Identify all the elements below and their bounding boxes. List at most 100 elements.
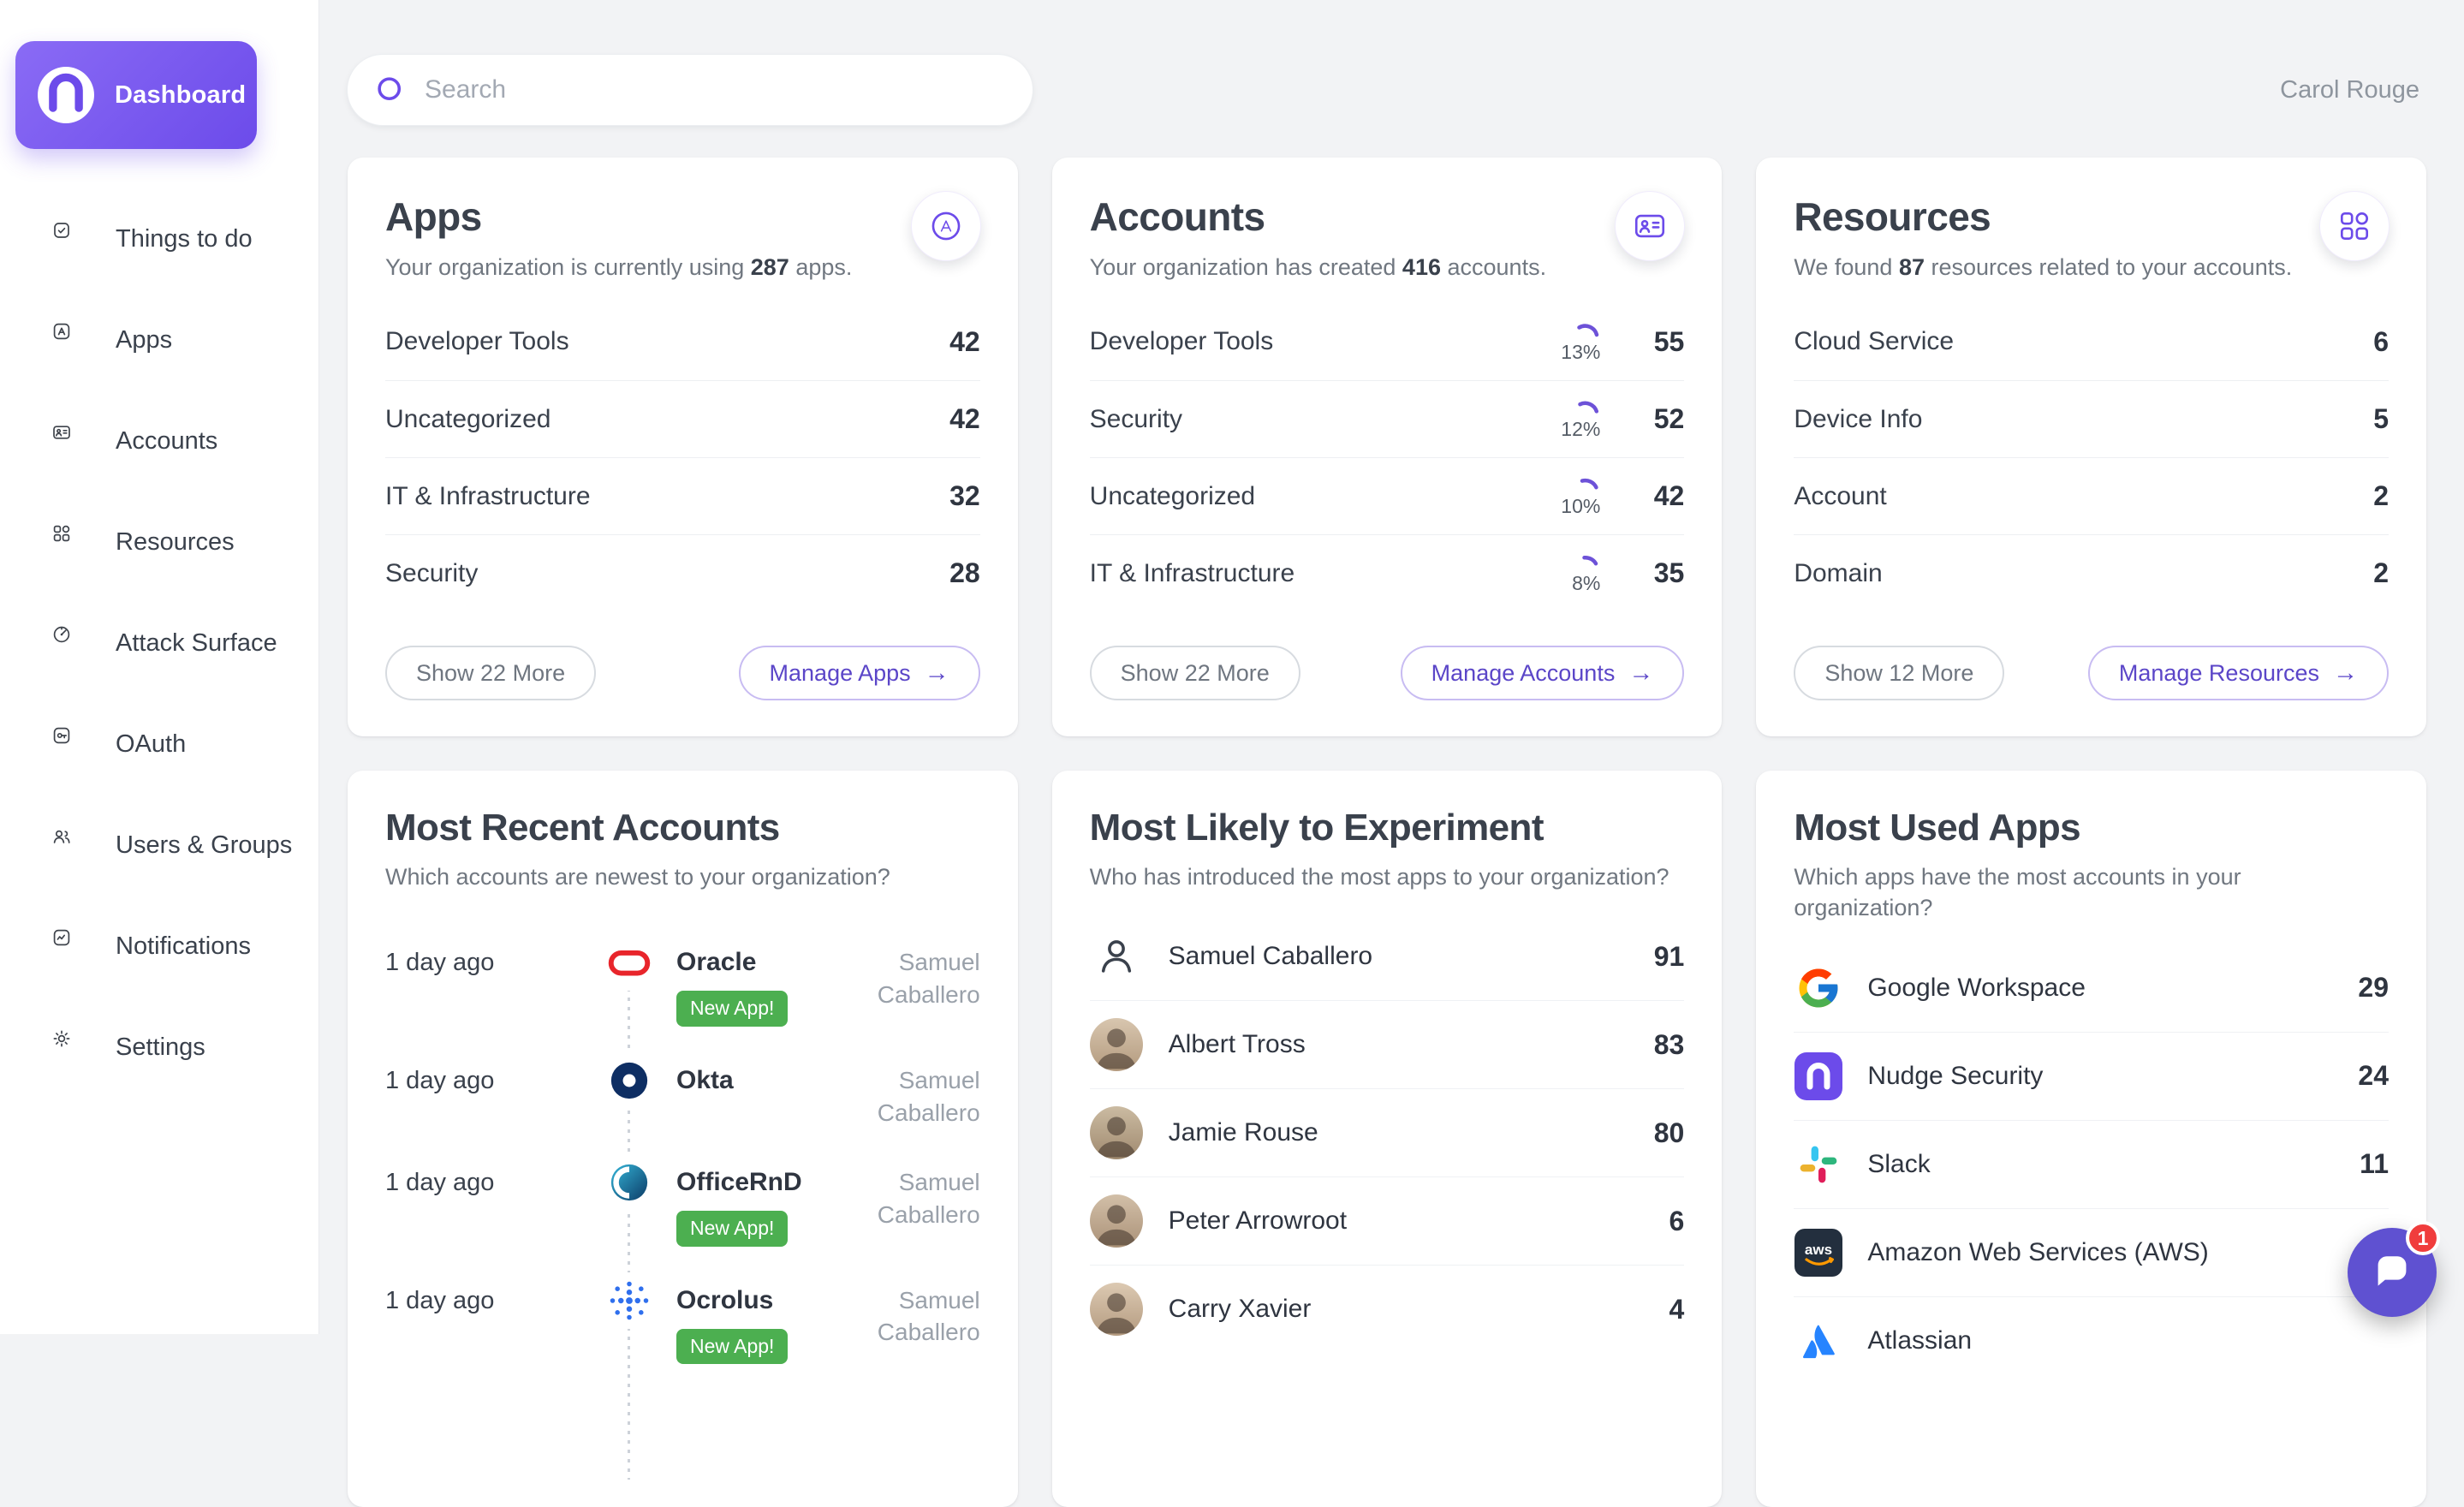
- search-input[interactable]: [425, 75, 1007, 104]
- card-title: Most Likely to Experiment: [1090, 807, 1685, 849]
- percent-arc: 13%: [1561, 322, 1600, 362]
- percent-arc: 8%: [1571, 553, 1600, 593]
- account-user: Samuel Caballero: [818, 934, 980, 1011]
- nudge-logo-icon: [1794, 1051, 1843, 1101]
- app-row[interactable]: Slack 11: [1794, 1120, 2389, 1208]
- apps-category-list: Developer Tools 42 Uncategorized 42 IT &…: [385, 303, 980, 611]
- app-store-icon: [928, 208, 964, 244]
- chat-unread-badge: 1: [2406, 1221, 2440, 1255]
- sidebar-item-label: Apps: [116, 326, 172, 354]
- recent-account-row[interactable]: 1 day ago Okta Samuel Caballero: [385, 1039, 980, 1142]
- percent-arc: 10%: [1561, 476, 1600, 516]
- sidebar-item-accounts[interactable]: Accounts: [0, 390, 318, 491]
- grid-icon: [51, 523, 90, 562]
- recent-account-row[interactable]: 1 day ago OfficeRnD New App! Samuel Caba…: [385, 1141, 980, 1259]
- resources-card: Resources We found 87 resources related …: [1756, 158, 2426, 736]
- manage-resources-button[interactable]: Manage Resources →: [2088, 646, 2389, 700]
- percent-arc: 12%: [1561, 399, 1600, 439]
- app-store-icon: [51, 321, 90, 360]
- sidebar-item-label: Notifications: [116, 932, 251, 961]
- category-row[interactable]: Cloud Service 6: [1794, 303, 2389, 380]
- sidebar-item-resources[interactable]: Resources: [0, 491, 318, 593]
- app-row[interactable]: Google Workspace 29: [1794, 944, 2389, 1032]
- recent-accounts-timeline: 1 day ago Oracle New App! Samuel Caballe…: [385, 921, 980, 1376]
- apps-card-icon-badge: [912, 192, 980, 260]
- chat-bubble-icon: [2371, 1251, 2413, 1294]
- svg-text:aws: aws: [1805, 1242, 1832, 1258]
- manage-apps-button[interactable]: Manage Apps →: [739, 646, 980, 700]
- experimenter-row[interactable]: Carry Xavier 4: [1090, 1265, 1685, 1353]
- search-bar[interactable]: [348, 55, 1033, 125]
- dashboard-grid: Apps Your organization is currently usin…: [318, 158, 2464, 1507]
- users-icon: [51, 826, 90, 865]
- card-title: Resources: [1794, 194, 2389, 240]
- show-more-button[interactable]: Show 12 More: [1794, 646, 2004, 700]
- experimenter-row[interactable]: Albert Tross 83: [1090, 1000, 1685, 1088]
- sidebar-item-apps[interactable]: Apps: [0, 289, 318, 390]
- recent-account-row[interactable]: 1 day ago Ocrolus New App! Samuel Caball…: [385, 1260, 980, 1377]
- sidebar-item-things-to-do[interactable]: Things to do: [0, 188, 318, 289]
- avatar: [1090, 1283, 1143, 1336]
- gear-icon: [51, 1028, 90, 1067]
- show-more-button[interactable]: Show 22 More: [1090, 646, 1300, 700]
- account-user: Samuel Caballero: [818, 1052, 980, 1129]
- app-row[interactable]: aws Amazon Web Services (AWS) 8: [1794, 1208, 2389, 1296]
- contact-card-icon: [1632, 208, 1668, 244]
- category-row[interactable]: Developer Tools 42: [385, 303, 980, 380]
- accounts-category-list: Developer Tools 13% 55 Security 12% 52 U…: [1090, 303, 1685, 611]
- contact-card-icon: [51, 422, 90, 461]
- category-row[interactable]: Device Info 5: [1794, 380, 2389, 457]
- new-app-badge: New App!: [676, 991, 788, 1026]
- category-row[interactable]: Uncategorized 10% 42: [1090, 457, 1685, 534]
- sidebar-item-label: Attack Surface: [116, 629, 277, 658]
- category-row[interactable]: Account 2: [1794, 457, 2389, 534]
- show-more-button[interactable]: Show 22 More: [385, 646, 596, 700]
- card-subtitle: We found 87 resources related to your ac…: [1794, 252, 2389, 283]
- sidebar: Dashboard Things to do Apps Accounts Res…: [0, 0, 318, 1334]
- category-row[interactable]: Security 12% 52: [1090, 380, 1685, 457]
- sidebar-item-settings[interactable]: Settings: [0, 997, 318, 1098]
- checkbox-icon: [51, 220, 90, 259]
- current-user-name[interactable]: Carol Rouge: [2280, 76, 2419, 104]
- recent-account-row[interactable]: 1 day ago Oracle New App! Samuel Caballe…: [385, 921, 980, 1039]
- category-row[interactable]: Security 28: [385, 534, 980, 611]
- app-row[interactable]: Atlassian: [1794, 1296, 2389, 1385]
- category-row[interactable]: Uncategorized 42: [385, 380, 980, 457]
- sidebar-item-label: Things to do: [116, 225, 253, 253]
- chat-launcher-button[interactable]: 1: [2348, 1228, 2437, 1317]
- category-row[interactable]: Developer Tools 13% 55: [1090, 303, 1685, 380]
- radar-icon: [51, 624, 90, 663]
- resources-card-icon-badge: [2320, 192, 2389, 260]
- experimenters-card: Most Likely to Experiment Who has introd…: [1052, 771, 1723, 1507]
- card-subtitle: Which apps have the most accounts in you…: [1794, 861, 2290, 924]
- manage-accounts-button[interactable]: Manage Accounts →: [1401, 646, 1685, 700]
- recent-accounts-card: Most Recent Accounts Which accounts are …: [348, 771, 1018, 1507]
- avatar: [1090, 1018, 1143, 1071]
- most-used-apps-card: Most Used Apps Which apps have the most …: [1756, 771, 2426, 1507]
- experimenter-row[interactable]: Peter Arrowroot 6: [1090, 1176, 1685, 1265]
- experimenter-row[interactable]: Jamie Rouse 80: [1090, 1088, 1685, 1176]
- sidebar-item-label: Users & Groups: [116, 831, 292, 860]
- card-title: Most Used Apps: [1794, 807, 2389, 849]
- dashboard-button[interactable]: Dashboard: [15, 41, 257, 149]
- app-row[interactable]: Nudge Security 24: [1794, 1032, 2389, 1120]
- slack-logo-icon: [1794, 1140, 1843, 1189]
- accounts-card: Accounts Your organization has created 4…: [1052, 158, 1723, 736]
- sidebar-item-users-groups[interactable]: Users & Groups: [0, 795, 318, 896]
- category-row[interactable]: IT & Infrastructure 8% 35: [1090, 534, 1685, 611]
- sidebar-item-oauth[interactable]: OAuth: [0, 694, 318, 795]
- new-app-badge: New App!: [676, 1211, 788, 1246]
- category-row[interactable]: IT & Infrastructure 32: [385, 457, 980, 534]
- sidebar-item-attack-surface[interactable]: Attack Surface: [0, 593, 318, 694]
- sidebar-item-notifications[interactable]: Notifications: [0, 896, 318, 997]
- google-logo-icon: [1794, 963, 1843, 1013]
- nudge-logo-icon: [38, 67, 94, 123]
- sidebar-item-label: Resources: [116, 528, 235, 557]
- activity-chart-icon: [51, 927, 90, 966]
- experimenter-row[interactable]: Samuel Caballero 91: [1090, 913, 1685, 1000]
- person-outline-icon: [1090, 930, 1143, 983]
- category-row[interactable]: Domain 2: [1794, 534, 2389, 611]
- avatar: [1090, 1106, 1143, 1159]
- account-user: Samuel Caballero: [818, 1272, 980, 1349]
- sidebar-item-label: Accounts: [116, 427, 217, 456]
